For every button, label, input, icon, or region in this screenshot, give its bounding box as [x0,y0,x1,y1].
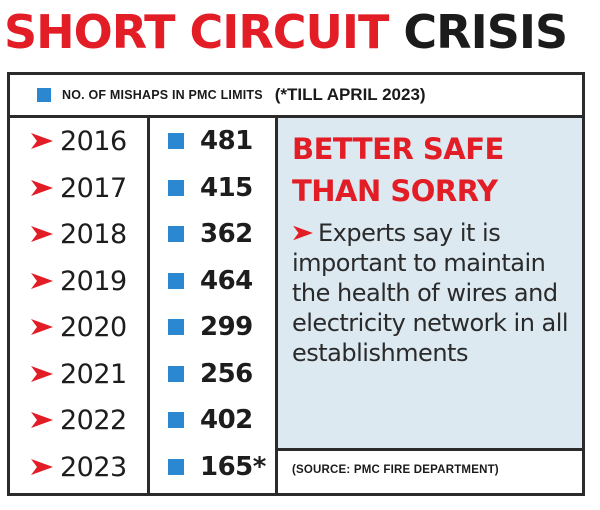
value-row: 299 [168,304,253,350]
arrow-bullet-icon [31,226,53,242]
year-label: 2021 [60,358,127,390]
year-label: 2023 [60,451,127,483]
legend: NO. OF MISHAPS IN PMC LIMITS (*TILL APRI… [10,75,582,115]
arrow-bullet-icon [31,273,53,289]
arrow-bullet-icon [31,319,53,335]
mishap-count: 415 [200,173,253,203]
year-label: 2017 [60,172,127,204]
mishap-count: 464 [200,266,253,296]
arrow-bullet-icon [31,459,53,475]
value-row: 415 [168,165,253,211]
panel-body-text: Experts say it is important to maintain … [292,219,569,367]
year-row: 2019 [30,258,127,304]
column-divider-values [275,118,278,496]
arrow-bullet-icon [31,133,53,149]
square-marker-icon [168,226,184,242]
year-row: 2018 [30,211,127,257]
arrow-bullet-icon [31,412,53,428]
year-row: 2016 [30,118,127,164]
legend-label: NO. OF MISHAPS IN PMC LIMITS [62,88,263,102]
year-row: 2022 [30,397,127,443]
value-row: 464 [168,258,253,304]
table-frame [7,72,585,496]
panel-body: Experts say it is important to maintain … [292,218,582,368]
value-row: 481 [168,118,253,164]
panel-heading-line-1: BETTER SAFE [292,132,504,166]
mishap-count: 299 [200,312,253,342]
mishap-count: 402 [200,405,253,435]
year-label: 2018 [60,218,127,250]
value-row: 165* [168,444,266,490]
arrow-bullet-icon [293,225,313,241]
mishap-count: 362 [200,219,253,249]
source-credit: (SOURCE: PMC FIRE DEPARTMENT) [292,464,499,476]
value-row: 256 [168,351,253,397]
source-divider [278,448,585,451]
square-marker-icon [168,273,184,289]
value-row: 362 [168,211,253,257]
year-row: 2023 [30,444,127,490]
square-marker-icon [168,412,184,428]
square-marker-icon [168,319,184,335]
arrow-bullet-icon [31,180,53,196]
panel-heading-line-2: THAN SORRY [292,174,498,208]
year-label: 2020 [60,311,127,343]
year-label: 2016 [60,125,127,157]
title-part-dark: CRISIS [403,5,568,59]
panel-heading: BETTER SAFE THAN SORRY [292,128,578,212]
mishap-count: 481 [200,126,253,156]
year-row: 2021 [30,351,127,397]
legend-square-icon [37,88,51,102]
column-divider-years [147,118,150,496]
value-row: 402 [168,397,253,443]
arrow-bullet-icon [31,366,53,382]
infographic-title: SHORT CIRCUIT CRISIS [4,2,596,62]
square-marker-icon [168,366,184,382]
mishap-count: 165* [200,452,266,482]
legend-divider [7,115,585,118]
square-marker-icon [168,459,184,475]
square-marker-icon [168,180,184,196]
mishap-count: 256 [200,359,253,389]
year-label: 2022 [60,404,127,436]
info-panel: BETTER SAFE THAN SORRY Experts say it is… [278,118,582,448]
year-row: 2020 [30,304,127,350]
square-marker-icon [168,133,184,149]
title-part-red: SHORT CIRCUIT [4,5,389,59]
legend-note: (*TILL APRIL 2023) [274,85,426,104]
year-label: 2019 [60,265,127,297]
year-row: 2017 [30,165,127,211]
